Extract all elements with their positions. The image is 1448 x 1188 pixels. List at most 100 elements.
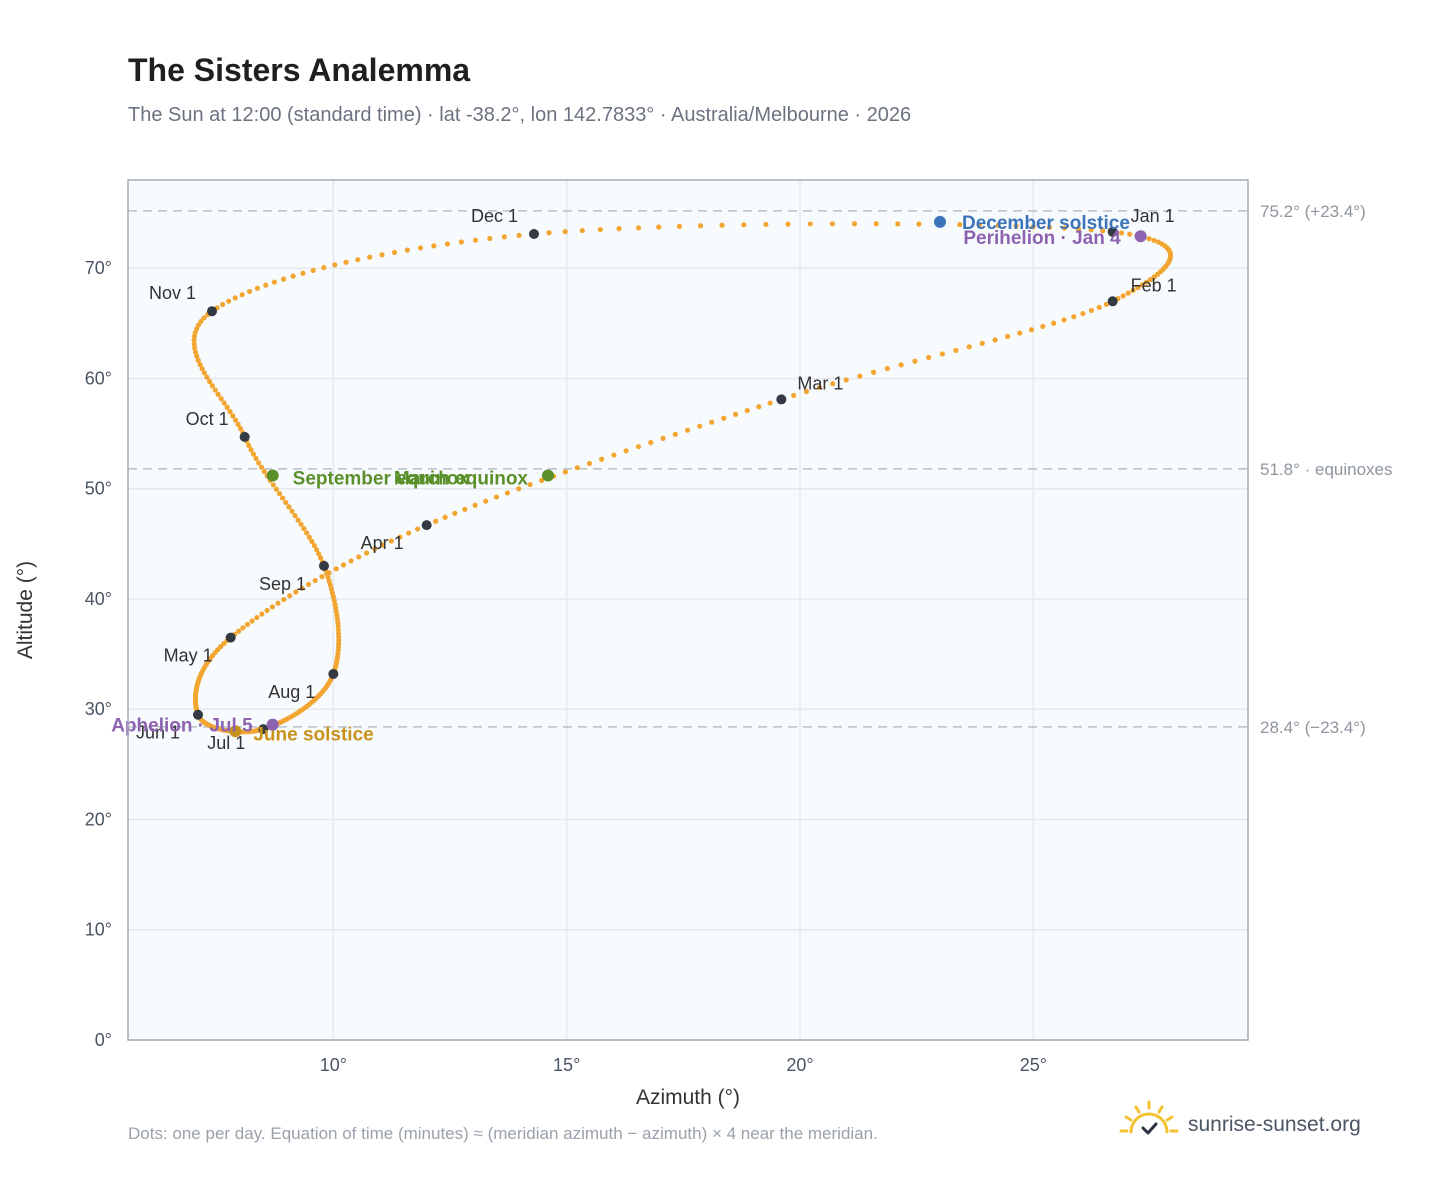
daily-dot [355, 257, 361, 263]
page-subtitle: The Sun at 12:00 (standard time) · lat -… [128, 104, 912, 126]
daily-dot [289, 508, 295, 514]
daily-dot [1046, 224, 1052, 230]
daily-dot [1030, 224, 1036, 230]
daily-dot [807, 221, 813, 227]
daily-dot [1088, 307, 1095, 314]
daily-dot [240, 625, 246, 631]
daily-dot [194, 353, 200, 359]
daily-dot [756, 404, 762, 410]
month-marker [258, 724, 269, 735]
daily-dot [221, 400, 227, 406]
daily-dot [843, 377, 849, 383]
daily-dot [348, 558, 354, 564]
daily-dot [256, 460, 262, 466]
sun-logo-icon [1118, 1098, 1180, 1153]
event-label: June solstice [253, 724, 373, 745]
daily-dot [785, 221, 791, 227]
daily-dot [1103, 301, 1109, 307]
daily-dot [195, 357, 201, 363]
footnote: Dots: one per day. Equation of time (min… [128, 1124, 878, 1143]
month-marker-label: May 1 [164, 646, 213, 666]
daily-dot [579, 227, 585, 234]
month-marker-label: Apr 1 [361, 533, 404, 553]
daily-dot [442, 514, 448, 520]
daily-dot [992, 337, 998, 343]
daily-dot [744, 407, 750, 414]
daily-dot [230, 413, 236, 419]
daily-dot [372, 546, 378, 552]
daily-dot [305, 581, 312, 587]
daily-dot [283, 499, 289, 506]
daily-dot [280, 495, 286, 501]
daily-dot [250, 451, 257, 457]
daily-dot [1143, 279, 1150, 285]
plot-frame [127, 179, 1249, 1041]
y-tick-label: 60° [85, 368, 112, 388]
daily-dot [635, 444, 642, 450]
daily-dot [1061, 225, 1068, 231]
daily-dot [204, 374, 210, 380]
daily-dot [1120, 293, 1126, 299]
daily-dot [270, 482, 276, 488]
daily-dot [332, 262, 338, 268]
daily-dot [539, 477, 545, 483]
daily-dot [870, 369, 877, 375]
daily-dot [697, 223, 704, 229]
daily-dot [939, 351, 945, 357]
daily-dot [1096, 304, 1102, 310]
daily-dot [258, 464, 265, 470]
y-tick-label: 20° [85, 809, 112, 829]
daily-dot [198, 318, 204, 325]
daily-dot [562, 469, 568, 475]
daily-dot [333, 566, 339, 572]
daily-dot [1075, 226, 1082, 232]
daily-dot [286, 504, 292, 510]
daily-dot [273, 486, 279, 492]
daily-dot [1061, 317, 1067, 323]
daily-dot [721, 415, 727, 421]
daily-dot [254, 285, 261, 291]
daily-dot [431, 243, 437, 249]
brand-name[interactable]: sunrise-sunset.org [1188, 1113, 1361, 1136]
daily-dot [280, 276, 287, 282]
y-tick-label: 10° [85, 920, 112, 940]
daily-dot [898, 362, 904, 368]
x-tick-label: 15° [553, 1055, 580, 1075]
daily-dot [287, 593, 293, 599]
x-axis-title: Azimuth (°) [636, 1086, 740, 1109]
daily-dot [301, 526, 307, 532]
daily-dot [472, 237, 479, 243]
month-marker [1107, 296, 1118, 307]
brand[interactable]: sunrise-sunset.org [1118, 1100, 1361, 1150]
daily-dot [501, 234, 507, 240]
daily-dot [462, 506, 468, 512]
daily-dot [206, 378, 213, 385]
event-marker [229, 725, 242, 738]
month-marker-label: Oct 1 [186, 409, 229, 429]
event-label: Perihelion · Jan 4 [963, 228, 1121, 249]
daily-dot [791, 392, 797, 399]
daily-dot [236, 628, 242, 634]
daily-dot [309, 538, 315, 544]
daily-dot [816, 384, 823, 391]
daily-dot [562, 229, 568, 235]
daily-dot [239, 292, 245, 298]
daily-dot [264, 607, 270, 614]
daily-dot [318, 555, 324, 561]
daily-dot [248, 447, 254, 453]
daily-dot [312, 577, 318, 584]
daily-dot [191, 341, 197, 347]
daily-dot [599, 456, 605, 462]
daily-dot [574, 465, 580, 471]
daily-dot [311, 542, 317, 549]
x-tick-label: 10° [320, 1055, 347, 1075]
daily-dot [215, 391, 221, 397]
x-tick-label: 20° [786, 1055, 813, 1075]
daily-dot [192, 349, 199, 355]
daily-dot [444, 241, 451, 247]
daily-dot [803, 388, 810, 395]
daily-dot [300, 270, 306, 276]
daily-dot [192, 345, 198, 351]
daily-dot [732, 411, 739, 417]
